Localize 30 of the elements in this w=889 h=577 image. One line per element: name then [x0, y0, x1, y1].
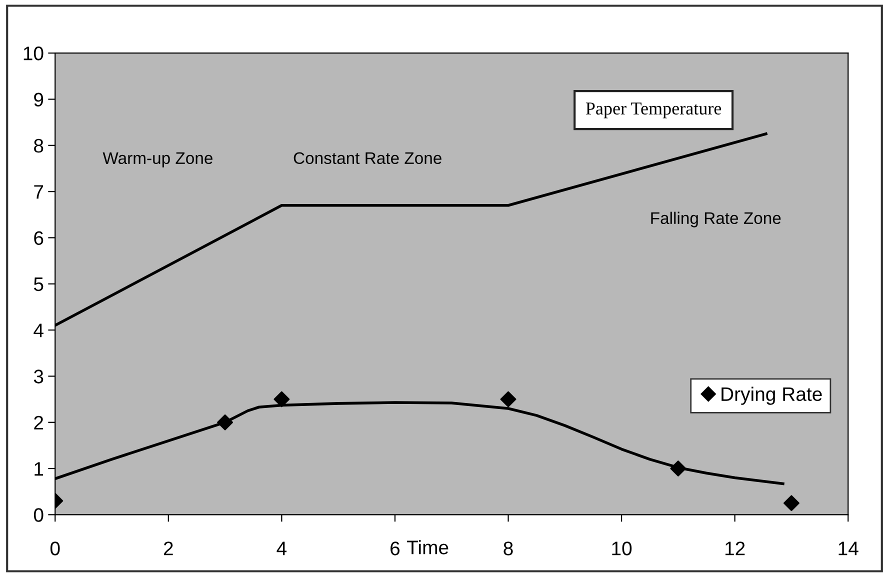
point	[274, 391, 290, 408]
y-tick-label: 0	[34, 508, 44, 522]
x-tick-label: 4	[276, 542, 287, 556]
y-tick-label: 10	[24, 46, 44, 60]
y-tick-label: 8	[34, 138, 44, 153]
x-tick-label: 2	[164, 542, 173, 556]
x-tick-label: 10	[612, 542, 632, 556]
series-label: Paper Temperature	[586, 102, 722, 118]
x-axis-title: Time	[407, 540, 448, 554]
y-tick-label: 1	[34, 462, 44, 476]
y-tick-label: 4	[34, 324, 44, 338]
legend-label: Drying Rate	[722, 386, 822, 405]
y-tick-label: 5	[34, 278, 44, 292]
y-tick-label: 6	[34, 231, 44, 245]
x-tick-label: 0	[50, 542, 60, 556]
point	[500, 391, 516, 408]
point	[670, 460, 686, 476]
point	[783, 495, 800, 512]
x-tick-label: 6	[390, 542, 400, 556]
y-tick-label: 3	[34, 370, 44, 384]
x-tick-label: 14	[838, 542, 858, 556]
point	[217, 414, 234, 430]
annotation: Falling Rate Zone	[651, 212, 781, 228]
annotation: Warm-up Zone	[102, 152, 212, 168]
y-tick-label: 2	[34, 416, 44, 430]
x-tick-label: 12	[725, 542, 745, 556]
y-tick-label: 9	[34, 92, 44, 106]
x-tick-label: 8	[504, 542, 513, 556]
y-tick-label: 7	[34, 185, 44, 199]
annotation: Constant Rate Zone	[294, 152, 442, 164]
